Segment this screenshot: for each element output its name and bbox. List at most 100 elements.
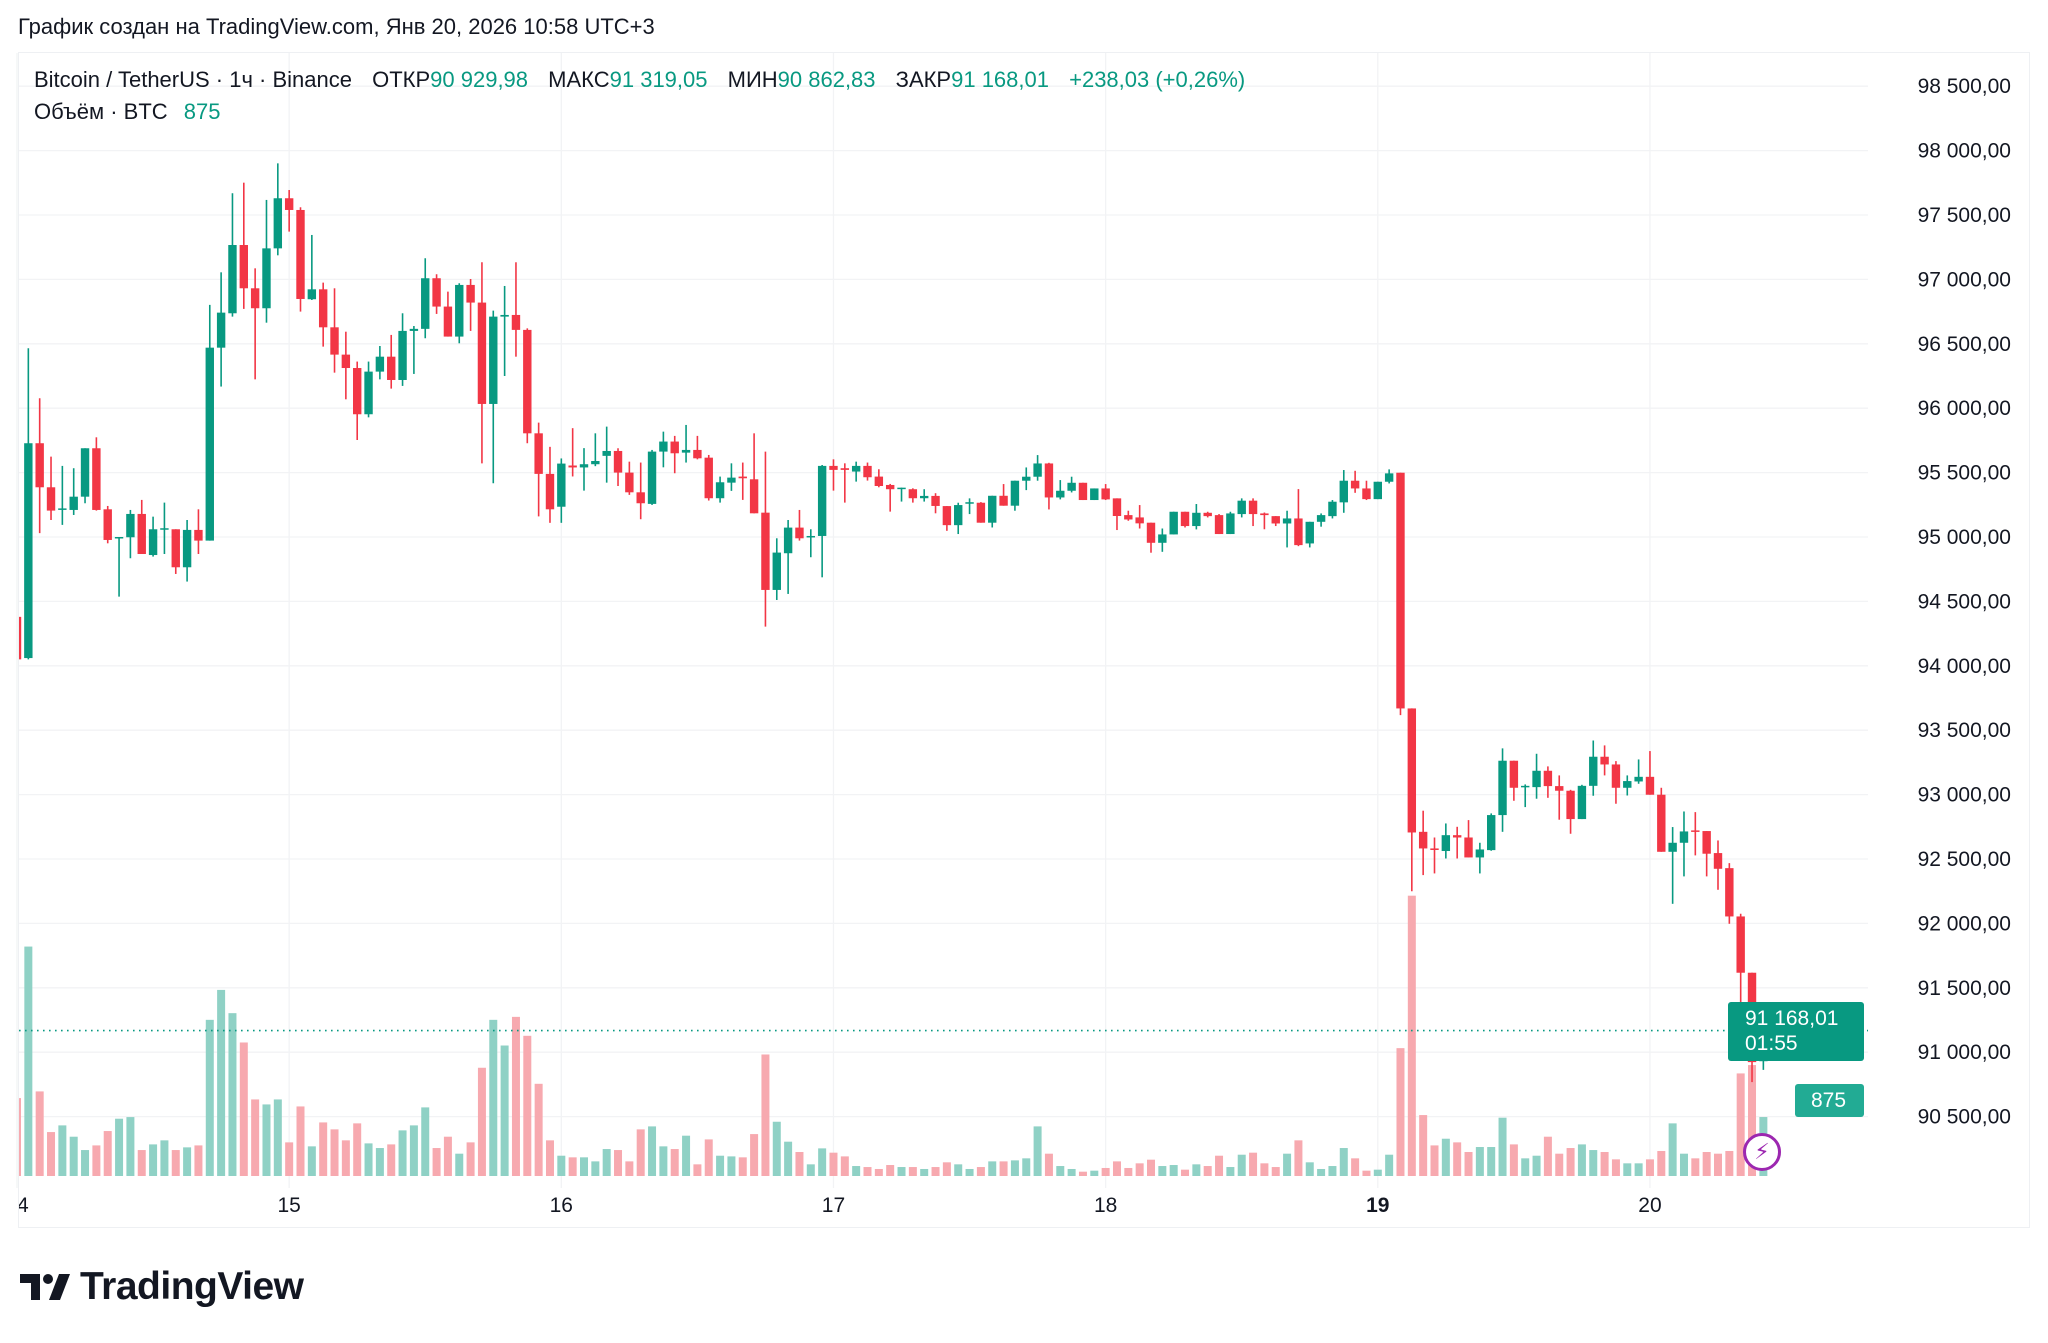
volume-bar	[1124, 1167, 1133, 1176]
volume-bar	[670, 1149, 679, 1176]
volume-bar	[614, 1150, 623, 1176]
candle-body	[534, 433, 543, 474]
volume-bar	[137, 1150, 146, 1176]
candle-body	[194, 529, 203, 541]
volume-bar	[1453, 1142, 1462, 1176]
candle-body	[511, 314, 521, 330]
volume-bar	[682, 1135, 691, 1176]
tradingview-logo[interactable]: TradingView	[20, 1265, 304, 1309]
volume-bar	[852, 1166, 861, 1176]
candle-body	[1418, 831, 1428, 849]
volume-bar	[69, 1136, 78, 1176]
candle-body	[1226, 513, 1235, 535]
volume-bar	[103, 1131, 112, 1176]
volume-bar	[840, 1156, 849, 1176]
volume-bars	[19, 895, 1768, 1176]
volume-bar	[1521, 1158, 1530, 1176]
volume-bar	[1702, 1152, 1711, 1176]
candle-body	[1679, 831, 1689, 843]
candle-body	[353, 368, 362, 415]
volume-bar	[1158, 1166, 1167, 1176]
open-value: 90 929,98	[430, 67, 529, 92]
candle-body	[409, 328, 419, 331]
lightning-icon[interactable]: ⚡︎	[1743, 1133, 1781, 1171]
candle-body	[330, 327, 339, 355]
volume-bar	[1090, 1170, 1099, 1176]
volume-bar	[92, 1145, 101, 1176]
volume-bar	[1169, 1165, 1178, 1176]
price-axis: 98 500,00 98 000,00 97 500,00 97 000,00 96 5…	[1918, 75, 2011, 1128]
open-label: ОТКР	[372, 67, 431, 92]
volume-bar	[171, 1150, 180, 1176]
candle-body	[1090, 488, 1099, 501]
volume-bar	[1679, 1153, 1688, 1176]
volume-label[interactable]: Объём · BTC	[34, 99, 168, 124]
candle-body	[1180, 511, 1190, 527]
volume-bar	[1668, 1123, 1677, 1176]
time-tick-label: 14	[5, 1194, 29, 1217]
candle-body	[137, 513, 146, 555]
volume-bar	[1385, 1154, 1394, 1176]
candle-body	[931, 495, 940, 506]
volume-bar	[489, 1019, 498, 1176]
volume-bar	[1543, 1136, 1552, 1176]
volume-bar	[1475, 1147, 1484, 1176]
volume-bar	[580, 1157, 588, 1176]
candle-body	[375, 356, 385, 372]
time-tick-label: 16	[550, 1194, 573, 1217]
volume-bar	[455, 1153, 464, 1176]
candle-body	[455, 284, 464, 337]
candle-body	[216, 312, 226, 348]
price-tick-label: 94 000,00	[1918, 655, 2011, 678]
volume-bar	[307, 1146, 316, 1176]
volume-bar	[942, 1162, 951, 1176]
volume-bar	[1022, 1158, 1031, 1176]
time-tick-label: 17	[822, 1194, 845, 1217]
volume-bar	[784, 1141, 793, 1176]
volume-bar	[648, 1126, 657, 1176]
volume-bar	[761, 1054, 770, 1176]
candle-body	[727, 477, 736, 483]
volume-bar	[273, 1099, 282, 1176]
volume-bar	[251, 1099, 260, 1176]
volume-bar	[1657, 1150, 1666, 1176]
volume-bar	[262, 1104, 271, 1176]
candle-body	[761, 512, 770, 590]
candle-body	[1464, 837, 1473, 858]
candle-body	[1169, 511, 1178, 535]
candle-body	[1135, 517, 1144, 524]
volume-bar	[35, 1091, 44, 1176]
last-volume-label: 875	[1795, 1084, 1864, 1117]
candle-body	[1158, 534, 1167, 543]
symbol-label[interactable]: Bitcoin / TetherUS · 1ч · Binance	[34, 67, 352, 92]
candle-body	[318, 289, 328, 328]
volume-bar	[296, 1106, 305, 1176]
volume-bar	[1498, 1117, 1507, 1176]
candle-body	[1271, 516, 1280, 524]
candle-body	[647, 451, 657, 504]
candle-body	[284, 198, 294, 210]
candle-body	[840, 468, 850, 470]
price-tick-label: 95 000,00	[1918, 526, 2011, 549]
volume-bar	[115, 1118, 124, 1176]
tradingview-logo-icon	[20, 1274, 70, 1300]
candle-body	[545, 473, 555, 510]
volume-bar	[1249, 1152, 1258, 1176]
volume-bar	[1725, 1150, 1734, 1176]
price-tick-label: 92 000,00	[1918, 912, 2011, 935]
candle-body	[1316, 515, 1326, 522]
chart-frame	[18, 52, 2030, 1228]
volume-bar	[545, 1140, 554, 1176]
candle-body	[307, 289, 317, 300]
volume-bar	[806, 1164, 815, 1176]
volume-bar	[1634, 1163, 1643, 1176]
candle-body	[863, 465, 872, 478]
candle-body	[999, 495, 1008, 506]
candle-body	[1203, 512, 1212, 517]
volume-bar	[602, 1149, 611, 1176]
candle-body	[1498, 760, 1507, 816]
volume-bar	[818, 1148, 827, 1176]
volume-bar	[1192, 1164, 1201, 1176]
candle-body	[205, 347, 214, 541]
